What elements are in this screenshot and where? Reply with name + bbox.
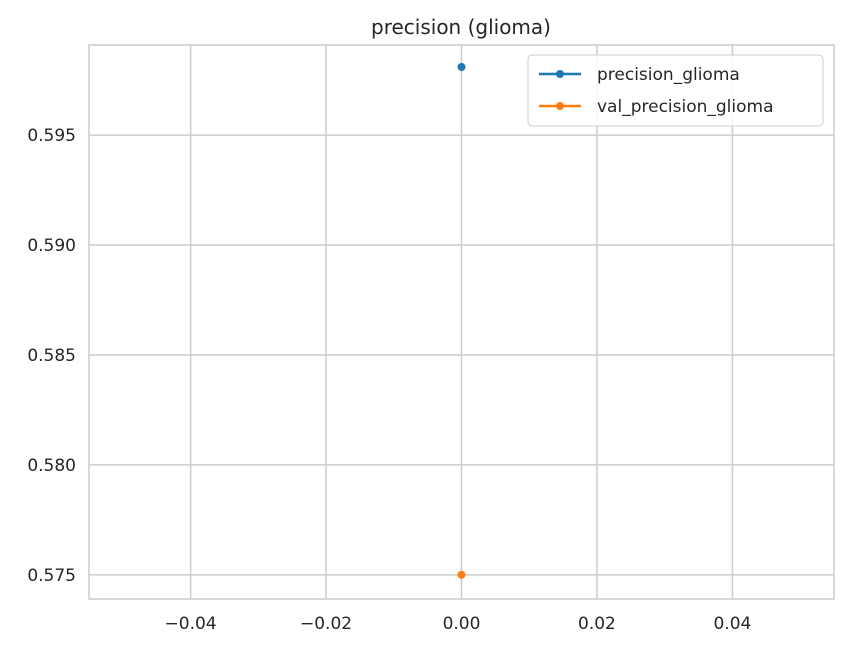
x-tick-label: 0.00 [443, 614, 481, 634]
x-tick-label: −0.04 [165, 614, 217, 634]
legend-label: precision_glioma [597, 65, 740, 85]
x-axis-ticks: −0.04 −0.02 0.00 0.02 0.04 [165, 614, 752, 634]
y-tick-label: 0.590 [27, 236, 76, 256]
series-precision_glioma [457, 62, 466, 71]
x-tick-label: 0.02 [578, 614, 616, 634]
chart-title: precision (glioma) [371, 15, 551, 39]
series-val_precision_glioma [457, 570, 466, 579]
y-tick-label: 0.580 [27, 456, 76, 476]
legend-box [527, 54, 824, 127]
legend-label: val_precision_glioma [597, 97, 774, 117]
grid-lines [89, 45, 834, 599]
plot-border [88, 44, 835, 600]
data-point [457, 62, 466, 71]
legend-entry: precision_glioma [539, 65, 740, 85]
legend-marker [556, 70, 564, 78]
y-tick-label: 0.595 [27, 126, 76, 146]
x-tick-label: −0.02 [300, 614, 352, 634]
legend-marker [556, 102, 564, 110]
y-tick-label: 0.585 [27, 346, 76, 366]
plot-frame [88, 44, 835, 600]
y-axis-ticks: 0.575 0.580 0.585 0.590 0.595 [27, 126, 76, 586]
legend-entry: val_precision_glioma [539, 97, 774, 117]
series-group [457, 62, 466, 579]
data-point [457, 570, 466, 579]
legend: precision_glioma val_precision_glioma [527, 54, 824, 127]
x-tick-label: 0.04 [713, 614, 751, 634]
y-tick-label: 0.575 [27, 566, 76, 586]
